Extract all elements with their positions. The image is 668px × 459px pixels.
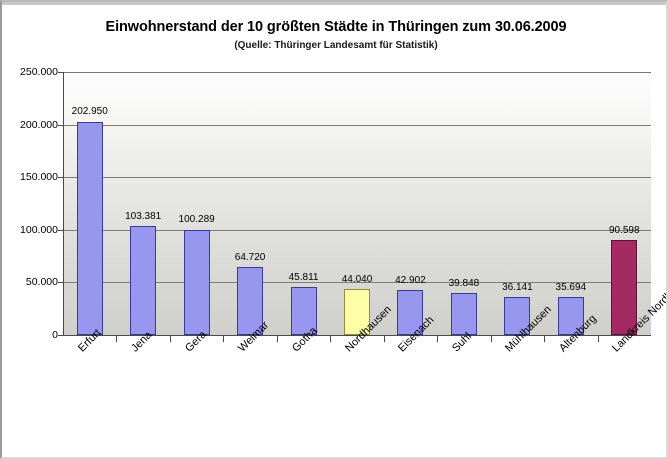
bar[interactable] — [344, 288, 370, 335]
bar[interactable] — [130, 226, 157, 335]
bar[interactable] — [76, 121, 103, 335]
y-tick-mark — [58, 335, 63, 336]
x-tick-mark — [597, 336, 599, 342]
bar[interactable] — [290, 286, 317, 335]
bar[interactable] — [183, 229, 210, 335]
y-tick-label: 150.000 — [20, 171, 58, 184]
y-tick-label: 250.000 — [20, 66, 58, 78]
bar[interactable] — [611, 239, 638, 335]
y-tick-mark — [58, 229, 63, 231]
x-tick-mark — [437, 336, 439, 342]
bar-value-label: 36.141 — [502, 281, 533, 293]
bar-value-label: 100.289 — [178, 214, 215, 226]
chart-title: Einwohnerstand der 10 größten Städte in … — [105, 19, 567, 35]
x-tick-mark — [116, 336, 118, 342]
bar[interactable] — [557, 297, 584, 335]
bar[interactable] — [397, 289, 424, 335]
x-axis-line — [63, 335, 651, 336]
gridline — [63, 124, 651, 126]
y-tick-label: 200.000 — [20, 118, 58, 131]
bar[interactable] — [504, 296, 531, 335]
bar-value-label: 44.040 — [341, 273, 373, 285]
chart-subtitle: (Quelle: Thüringer Landesamt für Statist… — [234, 40, 438, 51]
y-tick-mark — [58, 177, 63, 179]
x-tick-mark — [490, 336, 492, 342]
x-tick-mark — [276, 336, 278, 342]
bar[interactable] — [450, 293, 477, 335]
y-tick-mark — [58, 124, 63, 126]
y-axis-line — [63, 72, 64, 336]
bar-value-label: 202.950 — [71, 106, 108, 118]
y-tick-label: 0 — [52, 329, 58, 341]
y-tick-mark — [58, 282, 63, 284]
y-axis-ticks: 250.000 200.000 150.000 100.000 50.000 0 — [2, 2, 58, 457]
bar-value-label: 35.694 — [555, 282, 587, 294]
gridline — [63, 177, 651, 179]
y-tick-label: 50.000 — [25, 276, 58, 289]
y-tick-label: 100.000 — [20, 223, 58, 236]
gridline — [63, 282, 651, 284]
bar[interactable] — [237, 266, 264, 335]
title-block: Einwohnerstand der 10 größten Städte in … — [2, 19, 666, 51]
x-tick-mark — [223, 336, 225, 342]
x-tick-mark — [169, 336, 171, 342]
x-tick-mark — [544, 336, 546, 342]
bar-value-label: 39.848 — [448, 278, 480, 290]
bar-value-label: 45.811 — [288, 271, 319, 283]
x-tick-mark — [383, 336, 385, 342]
x-tick-mark — [330, 336, 332, 342]
bar-value-label: 64.720 — [234, 251, 266, 263]
bar-value-label: 103.381 — [125, 211, 162, 223]
plot-area — [63, 72, 651, 335]
gridline — [63, 229, 651, 231]
y-tick-mark — [58, 72, 63, 73]
bar-value-label: 90.598 — [608, 224, 640, 236]
bar-value-label: 42.902 — [395, 274, 426, 286]
gridline — [63, 72, 651, 73]
